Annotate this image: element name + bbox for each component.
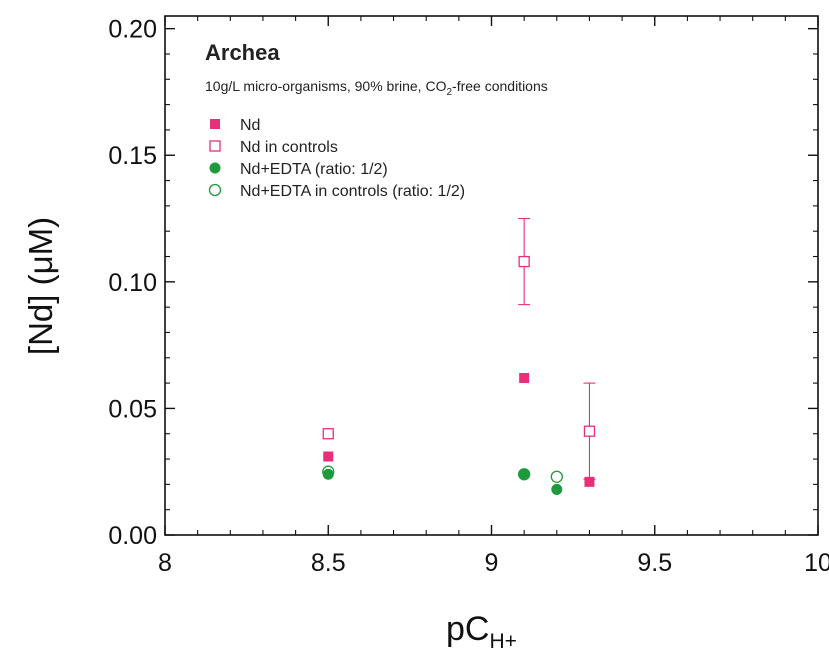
x-axis-title: pCH+ (446, 610, 517, 649)
y-tick-label: 0.10 (108, 269, 157, 297)
data-point (550, 470, 563, 483)
legend-label: Nd+EDTA (ratio: 1/2) (240, 161, 388, 178)
legend-marker (208, 183, 222, 197)
data-point (518, 255, 530, 268)
x-axis-title-subscript: H+ (489, 630, 516, 649)
y-axis-title: [Nd] (μM) (22, 217, 59, 355)
data-point (551, 483, 563, 495)
data-point (584, 476, 595, 487)
chart-title: Archea (205, 40, 280, 65)
data-point (323, 451, 334, 462)
subtitle-text-end: -free conditions (452, 78, 548, 94)
legend: Nd Nd in controls Nd+EDTA (ratio: 1/2) Nd+E… (208, 117, 465, 200)
chart-subtitle: 10g/L micro-organisms, 90% brine, CO2-fr… (205, 78, 548, 98)
y-tick-label: 0.20 (108, 16, 157, 44)
x-tick-label: 8.5 (311, 549, 346, 577)
legend-label: Nd+EDTA in controls (ratio: 1/2) (240, 183, 465, 200)
legend-label: Nd in controls (240, 139, 338, 156)
data-point (518, 468, 531, 481)
x-tick-label: 10 (804, 549, 829, 577)
x-axis-title-main: pC (446, 610, 489, 648)
legend-label: Nd (240, 117, 260, 134)
x-tick-label: 9.5 (637, 549, 672, 577)
y-tick-label: 0.00 (108, 522, 157, 550)
legend-marker (209, 162, 221, 174)
data-point (322, 468, 334, 480)
x-tick-label: 8 (158, 549, 172, 577)
data-point (322, 428, 334, 440)
x-tick-label: 9 (485, 549, 499, 577)
subtitle-text: 10g/L micro-organisms, 90% brine, CO (205, 78, 447, 94)
y-tick-label: 0.15 (108, 142, 157, 170)
data-point (322, 465, 335, 478)
legend-marker (210, 119, 220, 129)
data-point (519, 373, 530, 384)
data-point (518, 468, 530, 480)
data-point (583, 425, 596, 437)
legend-marker (209, 140, 221, 152)
y-tick-label: 0.05 (108, 395, 157, 423)
subtitle-subscript: 2 (446, 87, 452, 98)
plot-layer: 8 8.5 9 9.5 10 0.00 0.05 0.10 0.15 0.20 (108, 15, 829, 577)
